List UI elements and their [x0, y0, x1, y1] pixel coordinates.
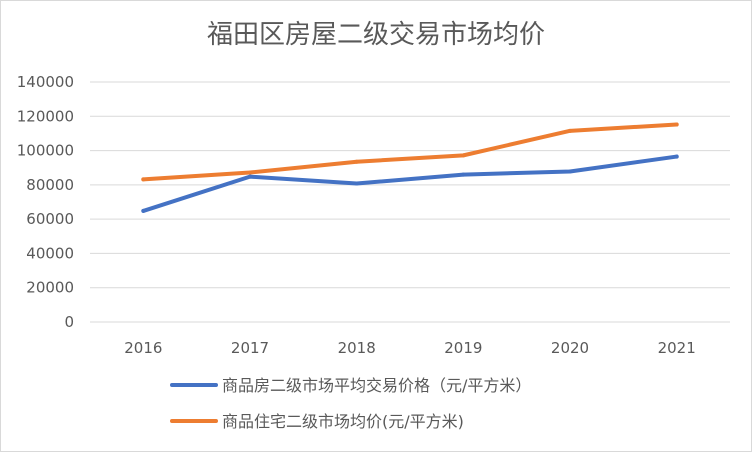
legend-item-2: 商品住宅二级市场均价(元/平方米) — [170, 412, 464, 431]
x-tick-label: 2021 — [658, 339, 696, 357]
y-tick-label: 0 — [64, 313, 74, 331]
chart-title: 福田区房屋二级交易市场均价 — [206, 20, 545, 50]
x-tick-label: 2020 — [551, 339, 589, 357]
y-tick-label: 100000 — [17, 142, 74, 160]
data-point — [674, 122, 679, 127]
y-tick-label: 140000 — [17, 73, 74, 91]
data-point — [461, 172, 466, 177]
x-tick-label: 2016 — [124, 339, 162, 357]
y-tick-label: 40000 — [26, 244, 74, 262]
data-point — [248, 170, 252, 175]
legend-item-1: 商品房二级市场平均交易价格（元/平方米） — [170, 376, 531, 395]
data-point — [354, 181, 359, 186]
series-line-2 — [141, 122, 679, 182]
data-point — [461, 153, 466, 158]
x-axis-ticks: 2016 2017 2018 2019 2020 2021 — [124, 339, 696, 357]
data-point — [674, 154, 679, 159]
y-axis-ticks: 0 20000 40000 60000 80000 100000 120000 140000 — [17, 73, 74, 331]
data-point — [568, 128, 572, 133]
data-point — [568, 169, 572, 174]
data-point — [141, 208, 146, 213]
y-tick-label: 120000 — [17, 107, 74, 125]
data-point — [248, 174, 252, 179]
gridlines — [90, 81, 730, 323]
legend: 商品房二级市场平均交易价格（元/平方米） 商品住宅二级市场均价(元/平方米) — [170, 376, 531, 431]
series-lines — [141, 122, 679, 213]
y-tick-label: 60000 — [26, 210, 74, 228]
x-tick-label: 2018 — [338, 339, 376, 357]
legend-label: 商品房二级市场平均交易价格（元/平方米） — [222, 376, 531, 395]
x-tick-label: 2017 — [231, 339, 269, 357]
series-line-1 — [141, 154, 679, 213]
y-tick-label: 20000 — [26, 279, 74, 297]
data-point — [141, 177, 146, 182]
data-point — [354, 159, 359, 164]
x-tick-label: 2019 — [444, 339, 482, 357]
legend-label: 商品住宅二级市场均价(元/平方米) — [222, 412, 464, 431]
y-tick-label: 80000 — [26, 176, 74, 194]
